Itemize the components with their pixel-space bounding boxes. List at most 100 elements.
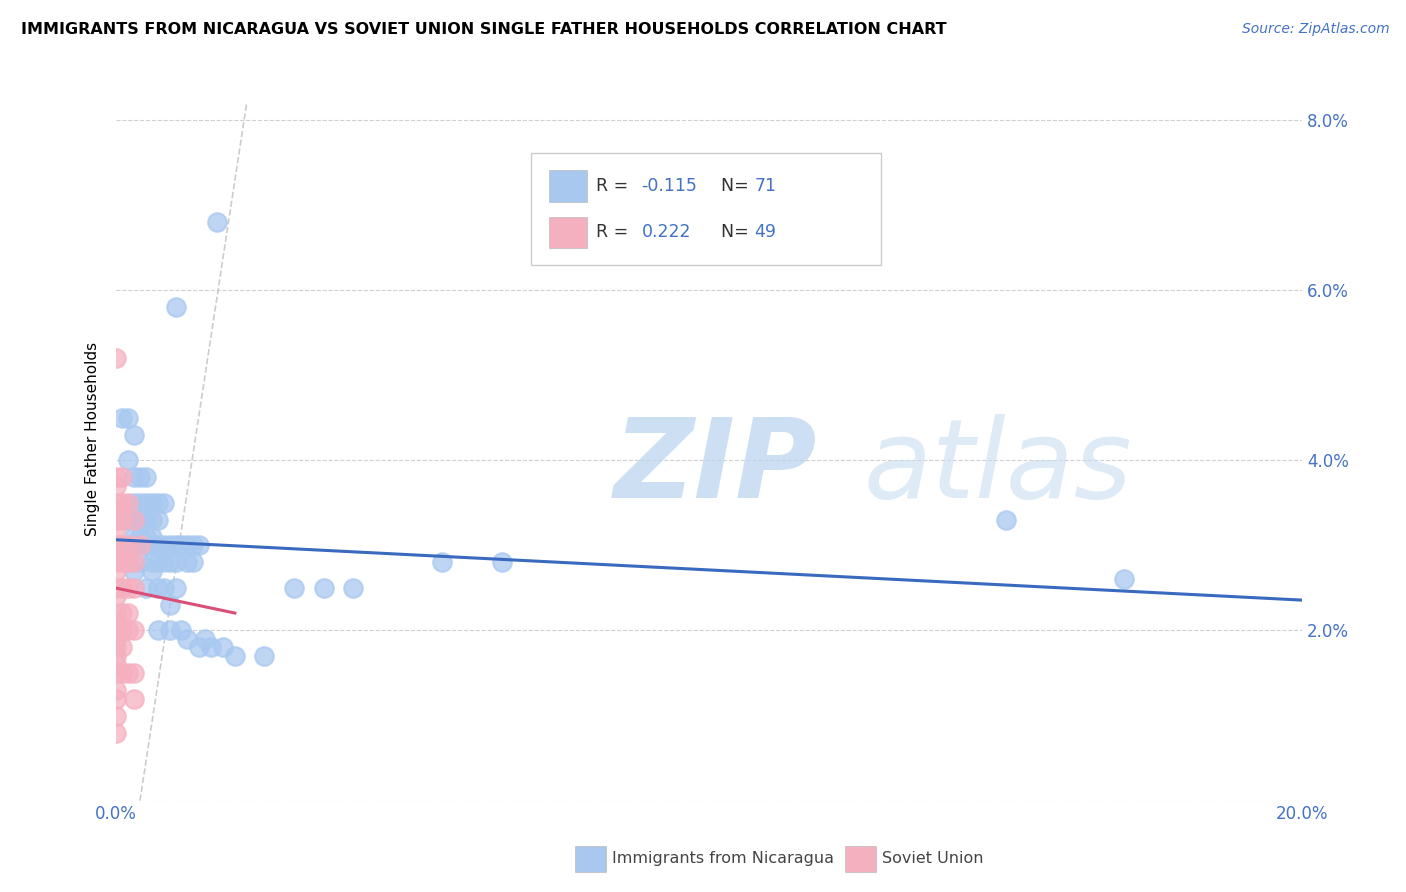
Point bbox=[146, 555, 169, 569]
Point bbox=[183, 538, 205, 552]
Text: 49: 49 bbox=[754, 224, 776, 242]
FancyBboxPatch shape bbox=[531, 153, 882, 266]
Point bbox=[129, 538, 152, 552]
Point bbox=[122, 665, 145, 680]
Point bbox=[432, 555, 454, 569]
Point bbox=[129, 555, 152, 569]
Point bbox=[312, 581, 335, 595]
Point bbox=[491, 555, 513, 569]
Point bbox=[129, 496, 152, 510]
Point bbox=[117, 555, 139, 569]
Point bbox=[152, 538, 174, 552]
Point bbox=[159, 598, 181, 612]
Text: -0.115: -0.115 bbox=[641, 178, 697, 195]
Point bbox=[212, 640, 235, 655]
Point bbox=[117, 410, 139, 425]
Point bbox=[111, 607, 134, 621]
Point bbox=[135, 530, 157, 544]
Point bbox=[146, 581, 169, 595]
Point bbox=[183, 555, 205, 569]
Point bbox=[117, 496, 139, 510]
Point bbox=[117, 538, 139, 552]
Text: atlas: atlas bbox=[863, 415, 1132, 522]
Point bbox=[122, 581, 145, 595]
Text: R =: R = bbox=[596, 178, 634, 195]
Point bbox=[111, 496, 134, 510]
Point bbox=[105, 470, 128, 484]
Point bbox=[122, 513, 145, 527]
Point bbox=[105, 513, 128, 527]
Point bbox=[1114, 573, 1136, 587]
Point bbox=[117, 665, 139, 680]
Point bbox=[146, 538, 169, 552]
Text: N=: N= bbox=[721, 178, 754, 195]
Point bbox=[122, 530, 145, 544]
Point bbox=[111, 538, 134, 552]
Text: R =: R = bbox=[596, 224, 634, 242]
Text: Immigrants from Nicaragua: Immigrants from Nicaragua bbox=[612, 852, 834, 866]
Point bbox=[117, 513, 139, 527]
Point bbox=[105, 657, 128, 672]
Point bbox=[122, 470, 145, 484]
Point bbox=[283, 581, 305, 595]
Point bbox=[141, 555, 163, 569]
Point bbox=[994, 513, 1017, 527]
Point bbox=[159, 555, 181, 569]
Y-axis label: Single Father Households: Single Father Households bbox=[86, 342, 100, 536]
FancyBboxPatch shape bbox=[550, 217, 586, 248]
Point bbox=[111, 555, 134, 569]
Point bbox=[122, 496, 145, 510]
Point bbox=[152, 581, 174, 595]
Point bbox=[122, 513, 145, 527]
Point bbox=[117, 538, 139, 552]
Point bbox=[111, 410, 134, 425]
Point bbox=[117, 581, 139, 595]
Point bbox=[105, 640, 128, 655]
Point bbox=[111, 581, 134, 595]
Point bbox=[122, 555, 145, 569]
Text: 71: 71 bbox=[754, 178, 776, 195]
Point bbox=[117, 453, 139, 467]
Point bbox=[117, 607, 139, 621]
Point bbox=[122, 538, 145, 552]
Point bbox=[105, 351, 128, 366]
Point bbox=[165, 538, 187, 552]
Point bbox=[200, 640, 222, 655]
Point bbox=[135, 513, 157, 527]
Point bbox=[135, 581, 157, 595]
Point bbox=[146, 496, 169, 510]
Point bbox=[135, 470, 157, 484]
Point bbox=[141, 538, 163, 552]
Point bbox=[105, 496, 128, 510]
Point bbox=[122, 691, 145, 706]
Point bbox=[105, 590, 128, 604]
Point bbox=[253, 648, 276, 663]
Point bbox=[342, 581, 364, 595]
Point bbox=[129, 513, 152, 527]
FancyBboxPatch shape bbox=[550, 170, 586, 202]
Point bbox=[165, 300, 187, 314]
Point bbox=[152, 555, 174, 569]
Point bbox=[105, 479, 128, 493]
Text: N=: N= bbox=[721, 224, 754, 242]
Point bbox=[129, 538, 152, 552]
Point bbox=[105, 581, 128, 595]
Point bbox=[122, 427, 145, 442]
Point bbox=[146, 513, 169, 527]
Point bbox=[105, 632, 128, 646]
Point bbox=[105, 547, 128, 561]
Point bbox=[135, 496, 157, 510]
Point bbox=[170, 624, 193, 638]
Point bbox=[224, 648, 246, 663]
Point bbox=[141, 496, 163, 510]
Point bbox=[105, 648, 128, 663]
Point bbox=[205, 215, 228, 229]
Point bbox=[188, 538, 211, 552]
Point bbox=[111, 640, 134, 655]
Point bbox=[111, 513, 134, 527]
Point bbox=[129, 470, 152, 484]
Point bbox=[105, 555, 128, 569]
Point bbox=[159, 538, 181, 552]
Point bbox=[194, 632, 217, 646]
Point bbox=[105, 521, 128, 535]
